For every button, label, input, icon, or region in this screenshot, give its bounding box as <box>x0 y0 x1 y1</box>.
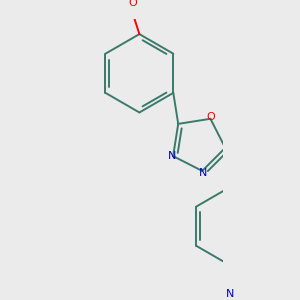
Text: N: N <box>226 289 234 299</box>
Text: N: N <box>168 151 176 161</box>
Text: O: O <box>128 0 137 8</box>
Text: O: O <box>206 112 215 122</box>
Text: N: N <box>199 168 207 178</box>
